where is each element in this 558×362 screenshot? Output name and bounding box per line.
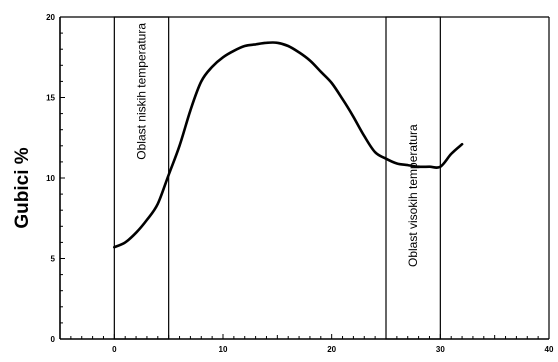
y-axis-label: Gubici % [12,147,33,228]
y-tick-label: 20 [46,13,55,22]
x-tick-label: 30 [436,345,445,354]
x-tick-label: 10 [219,345,228,354]
region-label-2: Oblast visokih temperatura [406,124,420,267]
y-tick-label: 15 [46,94,55,103]
y-tick-label: 10 [46,174,55,183]
y-tick-label: 0 [51,335,56,344]
x-tick-label: 20 [327,345,336,354]
x-tick-label: 40 [545,345,554,354]
series-line-1 [113,41,464,249]
region-label-1: Oblast niskih temperatura [135,23,149,160]
y-tick-label: 5 [51,255,56,264]
x-tick-label: 0 [112,345,117,354]
